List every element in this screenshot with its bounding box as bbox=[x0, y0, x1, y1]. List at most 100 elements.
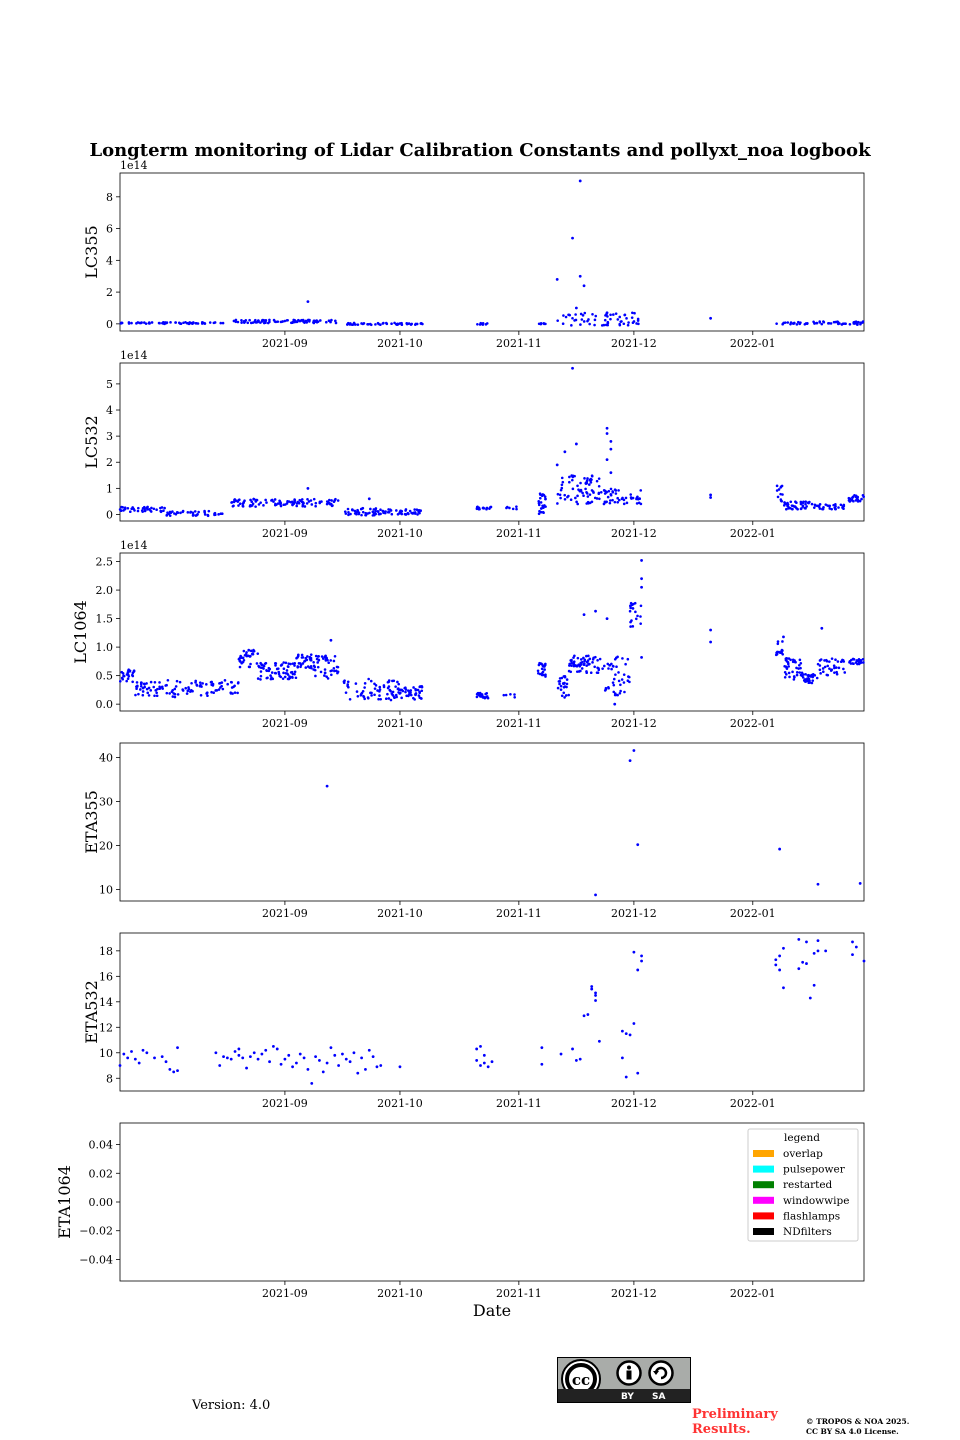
data-point bbox=[125, 679, 128, 683]
data-point bbox=[619, 683, 622, 687]
data-point bbox=[314, 1055, 317, 1058]
data-point bbox=[126, 677, 130, 680]
data-point bbox=[145, 1051, 149, 1055]
data-point bbox=[798, 663, 801, 667]
data-point bbox=[152, 507, 156, 511]
data-point bbox=[314, 674, 317, 678]
data-point bbox=[612, 683, 616, 687]
cc-license-badge[interactable]: cc BY SA bbox=[557, 1357, 691, 1403]
data-point bbox=[294, 676, 298, 680]
data-point bbox=[540, 673, 544, 676]
data-point bbox=[622, 322, 626, 326]
data-point bbox=[281, 320, 284, 323]
data-point bbox=[324, 320, 328, 324]
data-point bbox=[801, 505, 805, 508]
data-point bbox=[317, 658, 320, 662]
data-point bbox=[597, 477, 601, 480]
data-point bbox=[263, 662, 267, 665]
data-point bbox=[581, 314, 585, 317]
data-point bbox=[557, 680, 561, 683]
data-point bbox=[159, 506, 162, 510]
data-point bbox=[417, 694, 421, 697]
data-point bbox=[273, 503, 277, 507]
data-point bbox=[481, 321, 485, 325]
data-point bbox=[319, 670, 323, 674]
data-point bbox=[374, 323, 377, 326]
data-point bbox=[286, 673, 290, 676]
data-point bbox=[586, 659, 590, 662]
data-point bbox=[839, 660, 843, 664]
data-point bbox=[397, 682, 401, 686]
data-point bbox=[609, 317, 612, 321]
data-point bbox=[161, 321, 164, 325]
data-point bbox=[620, 320, 623, 323]
data-point bbox=[635, 322, 638, 325]
data-point bbox=[420, 697, 423, 700]
copyright-line-1: © TROPOS & NOA 2025. bbox=[806, 1417, 910, 1426]
data-point bbox=[347, 685, 350, 689]
data-point bbox=[229, 680, 233, 684]
data-point bbox=[150, 506, 153, 510]
data-point bbox=[291, 1065, 294, 1069]
data-point bbox=[619, 689, 622, 693]
data-point bbox=[378, 685, 382, 689]
data-point bbox=[598, 657, 602, 661]
data-point bbox=[590, 985, 594, 988]
data-point bbox=[603, 500, 607, 504]
data-point bbox=[130, 507, 133, 511]
data-point bbox=[243, 653, 247, 657]
data-point bbox=[135, 687, 138, 691]
data-point bbox=[238, 665, 242, 669]
data-point bbox=[783, 321, 787, 324]
data-point bbox=[605, 311, 609, 315]
data-point bbox=[482, 695, 485, 699]
data-point bbox=[169, 321, 172, 324]
data-point bbox=[309, 656, 313, 660]
data-point bbox=[177, 321, 181, 325]
data-point bbox=[617, 489, 620, 492]
data-point bbox=[176, 1046, 179, 1050]
data-point bbox=[801, 676, 805, 679]
data-point bbox=[541, 504, 544, 508]
data-point bbox=[403, 512, 407, 516]
data-point bbox=[792, 505, 796, 508]
data-point bbox=[348, 697, 352, 701]
data-point bbox=[490, 1060, 494, 1064]
data-point bbox=[255, 321, 258, 324]
data-point bbox=[317, 654, 320, 658]
data-point bbox=[241, 1056, 245, 1060]
legend-box bbox=[747, 1128, 859, 1242]
data-point bbox=[614, 489, 618, 492]
data-point bbox=[286, 318, 289, 322]
data-point bbox=[778, 651, 782, 655]
data-point bbox=[482, 1061, 486, 1065]
data-point bbox=[634, 610, 637, 614]
data-point bbox=[787, 671, 791, 675]
data-point bbox=[242, 649, 246, 653]
data-point bbox=[570, 659, 573, 663]
data-point bbox=[622, 681, 626, 684]
data-point bbox=[313, 320, 316, 324]
data-point bbox=[174, 321, 178, 324]
data-point bbox=[778, 968, 782, 972]
data-point bbox=[304, 666, 308, 669]
x-tick-label: 2021-09 bbox=[262, 527, 308, 540]
y-tick-label: 16 bbox=[99, 970, 113, 983]
data-point bbox=[391, 690, 395, 694]
data-point bbox=[567, 693, 570, 697]
data-point bbox=[796, 507, 799, 511]
data-point bbox=[834, 666, 838, 669]
data-point bbox=[240, 321, 243, 324]
data-point bbox=[389, 698, 393, 702]
data-point bbox=[579, 312, 583, 316]
data-point bbox=[364, 513, 368, 517]
data-point bbox=[178, 680, 182, 684]
data-point bbox=[630, 619, 633, 622]
data-point bbox=[192, 321, 195, 324]
data-point bbox=[539, 496, 542, 500]
data-point bbox=[205, 683, 208, 686]
data-point bbox=[249, 498, 252, 502]
data-point bbox=[267, 669, 271, 673]
data-point bbox=[373, 693, 376, 697]
data-point bbox=[792, 675, 796, 678]
